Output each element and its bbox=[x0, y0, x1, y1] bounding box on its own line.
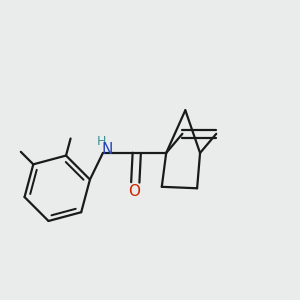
Text: O: O bbox=[128, 184, 140, 199]
Text: N: N bbox=[102, 142, 113, 158]
Text: H: H bbox=[97, 135, 106, 148]
